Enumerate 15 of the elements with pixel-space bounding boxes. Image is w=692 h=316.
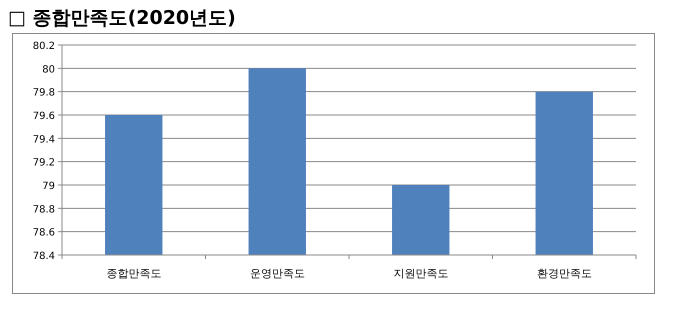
x-tick-label: 지원만족도	[393, 267, 448, 280]
x-tick-label: 환경만족도	[536, 267, 592, 280]
y-tick-label: 79	[42, 181, 55, 192]
y-tick-label: 78.4	[32, 251, 55, 262]
y-tick-label: 78.8	[32, 204, 55, 216]
y-tick-label: 80	[42, 64, 55, 76]
y-tick-label: 79.2	[32, 158, 55, 169]
y-tick-label: 80.2	[32, 41, 55, 52]
y-tick-label: 79.6	[32, 111, 55, 122]
x-tick-label: 종합만족도	[106, 267, 162, 280]
y-tick-label: 79.4	[32, 134, 55, 146]
y-tick-label: 78.6	[32, 228, 55, 239]
chart-title: □ 종합만족도(2020년도)	[8, 7, 236, 29]
y-tick-label: 79.8	[32, 88, 55, 99]
x-tick-label: 운영만족도	[250, 267, 305, 280]
